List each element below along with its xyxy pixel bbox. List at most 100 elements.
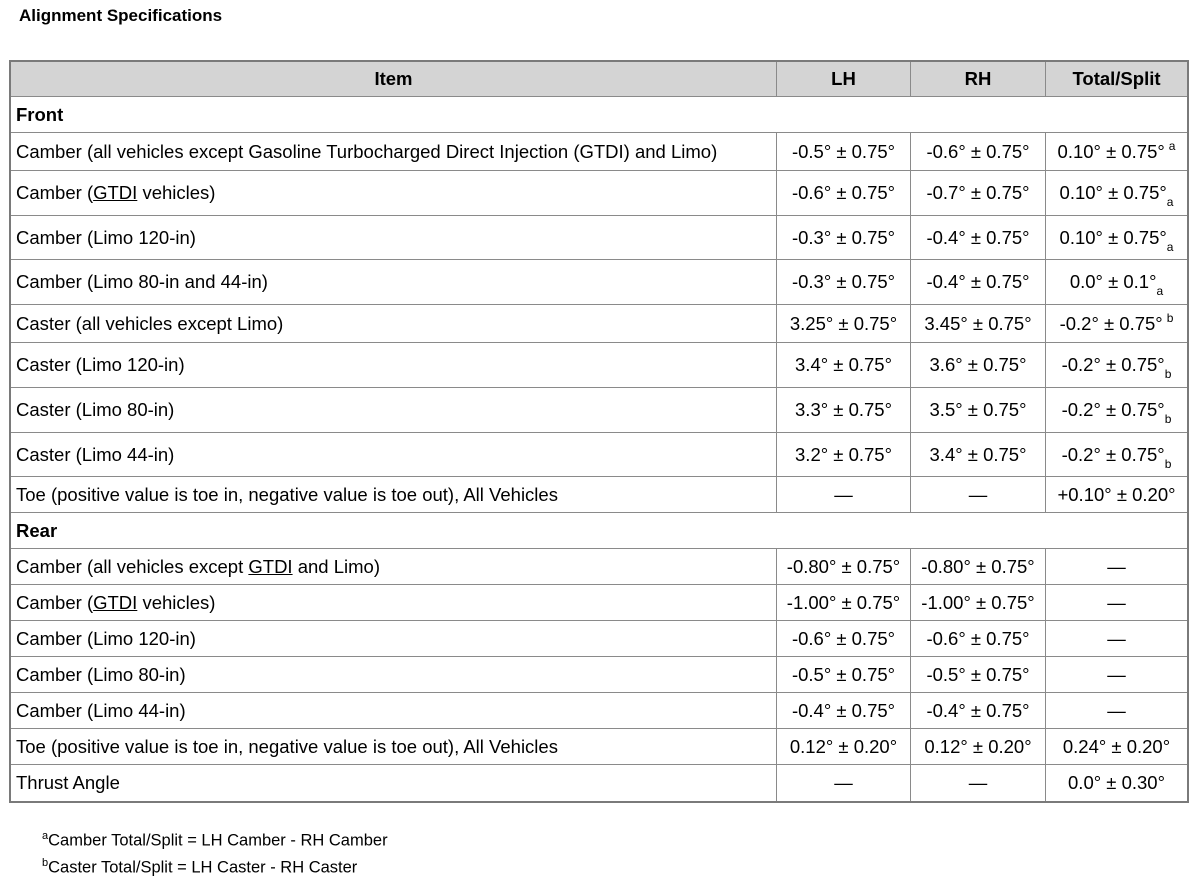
item-cell: Camber (GTDI vehicles) [11,585,777,621]
rh-cell: -0.7° ± 0.75° [911,171,1046,216]
column-header-lh: LH [777,62,911,97]
total-cell: 0.10° ± 0.75°a [1046,216,1187,260]
lh-value: -1.00° ± 0.75° [786,591,901,613]
rh-cell: -0.80° ± 0.75° [911,549,1046,585]
item-cell: Caster (Limo 80-in) [11,388,777,433]
lh-value: -0.5° ± 0.75° [791,140,896,162]
item-text: Caster (Limo 120-in) [16,354,185,375]
total-value: -0.2° ± 0.75° [1061,443,1165,465]
lh-cell: 3.4° ± 0.75° [777,343,911,388]
footnote-b: bCaster Total/Split = LH Caster - RH Cas… [42,857,358,877]
lh-cell: 0.12° ± 0.20° [777,729,911,765]
column-header-rh: RH [911,62,1046,97]
rh-cell: -0.4° ± 0.75° [911,216,1046,260]
alignment-specs-table: Item LH RH Total/Split Front Camber (all … [9,60,1189,803]
lh-value: -0.80° ± 0.75° [786,555,901,577]
footnote-marker: b [1164,367,1172,381]
total-value: — [1107,627,1126,649]
rh-cell: -0.5° ± 0.75° [911,657,1046,693]
item-text: Thrust Angle [16,772,120,793]
rh-cell: 0.12° ± 0.20° [911,729,1046,765]
item-text: Caster (all vehicles except Limo) [16,312,284,334]
rh-value: -0.80° ± 0.75° [921,555,1035,577]
lh-cell: 3.3° ± 0.75° [777,388,911,433]
total-cell: 0.10° ± 0.75°a [1046,133,1187,171]
rh-value: 3.6° ± 0.75° [929,354,1027,375]
rh-value: 3.4° ± 0.75° [929,443,1027,465]
footnote-marker: a [1166,195,1174,209]
lh-cell: -0.5° ± 0.75° [777,133,911,171]
rh-value: -0.4° ± 0.75° [926,699,1030,721]
rh-value: -0.7° ± 0.75° [926,182,1030,203]
rh-value: 3.5° ± 0.75° [929,399,1027,420]
table-row: Camber (Limo 120-in) -0.6° ± 0.75° -0.6° ±… [11,621,1187,657]
total-cell: 0.24° ± 0.20° [1046,729,1187,765]
footnote-marker: b [1166,310,1174,325]
abbreviation-link[interactable]: GTDI [248,555,293,577]
lh-cell: — [777,765,911,801]
lh-value: -0.6° ± 0.75° [791,627,896,649]
total-value: 0.10° ± 0.75° [1059,226,1167,248]
abbreviation-link[interactable]: GTDI [93,182,138,203]
table-row: Caster (Limo 80-in) 3.3° ± 0.75° 3.5° ± 0.… [11,388,1187,433]
rh-cell: -0.6° ± 0.75° [911,621,1046,657]
item-text: Camber ( [16,591,94,613]
rh-cell: 3.5° ± 0.75° [911,388,1046,433]
table-row: Camber (Limo 80-in and 44-in) -0.3° ± 0.7… [11,260,1187,305]
footnote-marker: b [1164,412,1172,426]
rh-cell: — [911,765,1046,801]
table-row: Camber (Limo 44-in) -0.4° ± 0.75° -0.4° ± … [11,693,1187,729]
item-text: Camber (Limo 80-in and 44-in) [16,271,268,292]
table-row: Camber (GTDI vehicles) -0.6° ± 0.75° -0.7°… [11,171,1187,216]
rh-value: — [968,483,988,505]
rh-value: -0.4° ± 0.75° [926,271,1030,292]
rh-value: -1.00° ± 0.75° [921,591,1035,613]
lh-value: 3.25° ± 0.75° [789,312,898,334]
table-row: Camber (GTDI vehicles) -1.00° ± 0.75° -1.0… [11,585,1187,621]
item-text: Camber (Limo 120-in) [16,627,196,649]
table-row: Toe (positive value is toe in, negative … [11,729,1187,765]
section-row: Front [11,97,1187,133]
table-row: Camber (all vehicles except GTDI and Lim… [11,549,1187,585]
item-cell: Camber (all vehicles except Gasoline Tur… [11,133,777,171]
table-row: Toe (positive value is toe in, negative … [11,477,1187,513]
total-cell: 0.0° ± 0.1°a [1046,260,1187,305]
lh-value: 3.4° ± 0.75° [795,354,892,375]
lh-value: 3.3° ± 0.75° [795,399,892,420]
rh-value: — [968,772,988,793]
section-label: Rear [11,513,1187,549]
footnote-a: aCamber Total/Split = LH Camber - RH Cam… [42,830,388,850]
total-value: 0.10° ± 0.75° [1057,140,1165,162]
item-cell: Camber (Limo 80-in and 44-in) [11,260,777,305]
abbreviation-link[interactable]: GTDI [93,591,138,613]
item-cell: Caster (all vehicles except Limo) [11,305,777,343]
rh-value: -0.4° ± 0.75° [926,226,1030,248]
lh-cell: -0.80° ± 0.75° [777,549,911,585]
total-cell: — [1046,549,1187,585]
rh-cell: -0.4° ± 0.75° [911,693,1046,729]
lh-value: -0.6° ± 0.75° [791,182,896,203]
rh-cell: -1.00° ± 0.75° [911,585,1046,621]
rh-cell: -0.4° ± 0.75° [911,260,1046,305]
item-text: Camber ( [16,182,94,203]
lh-value: 0.12° ± 0.20° [789,735,898,757]
table-row: Camber (all vehicles except Gasoline Tur… [11,133,1187,171]
column-header-item: Item [11,62,777,97]
total-value: -0.2° ± 0.75° [1061,399,1165,420]
table-row: Caster (Limo 120-in) 3.4° ± 0.75° 3.6° ± 0… [11,343,1187,388]
item-text: Camber (Limo 120-in) [16,226,196,248]
lh-cell: -0.3° ± 0.75° [777,216,911,260]
lh-cell: 3.25° ± 0.75° [777,305,911,343]
total-value: 0.0° ± 0.30° [1068,772,1165,793]
footnote-marker: a [1166,239,1174,254]
item-text: Caster (Limo 80-in) [16,399,175,420]
item-cell: Camber (all vehicles except GTDI and Lim… [11,549,777,585]
table-header-row: Item LH RH Total/Split [11,62,1187,97]
rh-cell: — [911,477,1046,513]
item-text: Camber (all vehicles except [16,555,249,577]
item-text: Camber (all vehicles except Gasoline Tur… [16,140,718,162]
total-value: — [1107,699,1126,721]
total-cell: +0.10° ± 0.20° [1046,477,1187,513]
table-row: Caster (all vehicles except Limo) 3.25° ±… [11,305,1187,343]
rh-value: -0.6° ± 0.75° [926,627,1030,649]
